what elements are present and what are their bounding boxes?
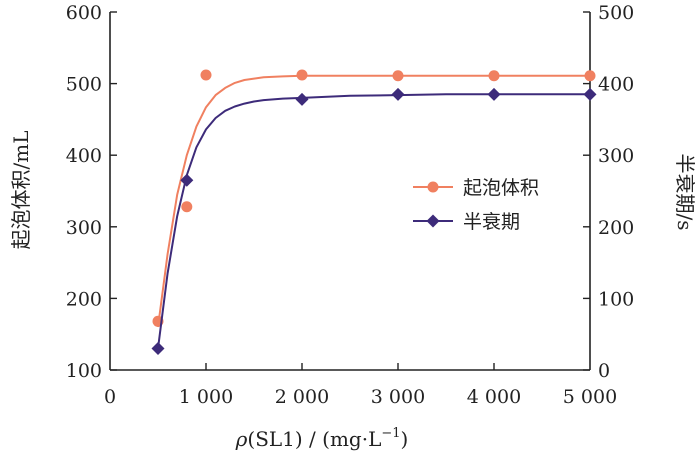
y-axis-title-right: 半衰期/s	[673, 153, 697, 230]
series-1	[152, 69, 596, 328]
series-2-line	[157, 93, 590, 349]
y-right-tick-label: 500	[598, 2, 634, 24]
series-1-line	[157, 74, 590, 328]
y-left-tick-label: 400	[66, 145, 102, 167]
y-left-tick-label: 300	[66, 217, 102, 239]
x-tick-label: 1 000	[179, 386, 233, 408]
legend-label-2: 半衰期	[463, 211, 520, 233]
x-axis-title-close: )	[401, 427, 409, 451]
y-left-tick-label: 100	[66, 360, 102, 382]
y-left-tick-label: 600	[66, 2, 102, 24]
x-axis-title-rho: ρ	[235, 427, 248, 451]
series-1-point	[488, 70, 500, 82]
y-right-tick-label: 300	[598, 145, 634, 167]
series-2-point	[391, 87, 405, 101]
x-axis-title-main: (SL1) / (mg	[247, 427, 362, 451]
y-axis-title-left: 起泡体积/mL	[9, 131, 33, 250]
series-2-point	[295, 92, 309, 106]
x-tick-label: 3 000	[371, 386, 425, 408]
series-1-point	[392, 70, 404, 82]
series-1-point	[584, 70, 596, 82]
series-2-point	[487, 87, 501, 101]
x-tick-label: 2 000	[275, 386, 329, 408]
series-2-point	[180, 173, 194, 187]
x-axis-title: ρ(SL1) / (mg·L−1)	[235, 426, 409, 451]
series-2-point	[151, 342, 165, 356]
series-1-point	[296, 69, 308, 81]
x-tick-label: 5 000	[563, 386, 617, 408]
legend-marker-2	[426, 214, 440, 228]
series-2-point	[583, 87, 597, 101]
y-left-tick-label: 500	[66, 74, 102, 96]
y-right-tick-label: 100	[598, 288, 634, 310]
y-left-tick-label: 200	[66, 288, 102, 310]
y-right-tick-label: 200	[598, 217, 634, 239]
legend-label-1: 起泡体积	[463, 177, 539, 199]
x-tick-label: 0	[104, 386, 116, 408]
x-axis-title-sup: −1	[381, 426, 400, 441]
x-tick-label: 4 000	[467, 386, 521, 408]
legend-marker-1	[427, 181, 439, 193]
series-1-point	[181, 201, 193, 213]
y-right-tick-label: 0	[598, 360, 610, 382]
series-1-point	[200, 69, 212, 81]
x-axis-title-unit: L	[368, 427, 381, 451]
series-layer	[151, 69, 597, 356]
y-right-tick-label: 400	[598, 74, 634, 96]
series-2	[151, 87, 597, 356]
x-axis-title-dot: ·	[362, 427, 368, 451]
